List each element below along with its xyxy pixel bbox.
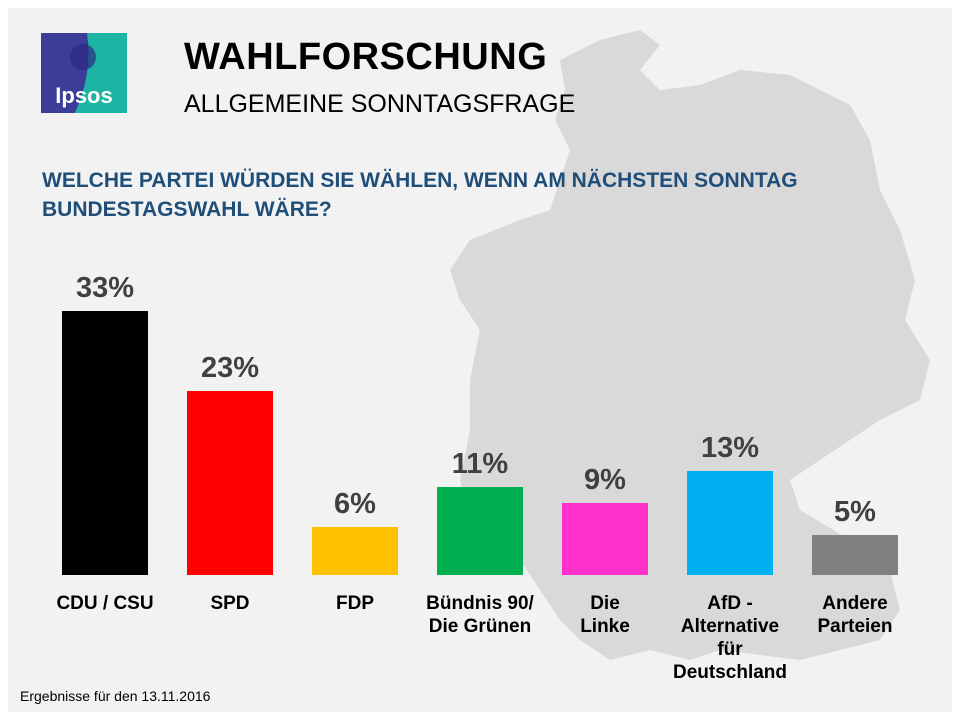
data-label: 9% (584, 464, 626, 496)
category-label: FDP (336, 593, 374, 614)
page-subtitle: ALLGEMEINE SONNTAGSFRAGE (184, 90, 576, 118)
footer-date: Ergebnisse für den 13.11.2016 (20, 688, 211, 704)
category-label: Bündnis 90/ Die Grünen (426, 593, 534, 637)
bar (187, 391, 273, 575)
page-title: WAHLFORSCHUNG (184, 36, 548, 78)
survey-question: WELCHE PARTEI WÜRDEN SIE WÄHLEN, WENN AM… (42, 169, 798, 221)
data-label: 5% (834, 496, 876, 528)
category-label: CDU / CSU (56, 593, 154, 614)
ipsos-logo: Ipsos (41, 33, 127, 113)
logo-text: Ipsos (55, 83, 112, 108)
bar (312, 527, 398, 575)
category-label: Die Linke (580, 593, 630, 637)
bar (437, 487, 523, 575)
category-label: AfD - Alternative für Deutschland (672, 593, 788, 683)
bar (687, 471, 773, 575)
category-label: SPD (210, 593, 250, 614)
bar (812, 535, 898, 575)
data-label: 23% (201, 352, 259, 384)
data-label: 33% (76, 272, 134, 304)
data-label: 6% (334, 488, 376, 520)
category-label: Andere Parteien (817, 593, 893, 637)
bar (562, 503, 648, 575)
data-label: 11% (452, 448, 509, 480)
data-label: 13% (701, 432, 759, 464)
bar (62, 311, 148, 575)
